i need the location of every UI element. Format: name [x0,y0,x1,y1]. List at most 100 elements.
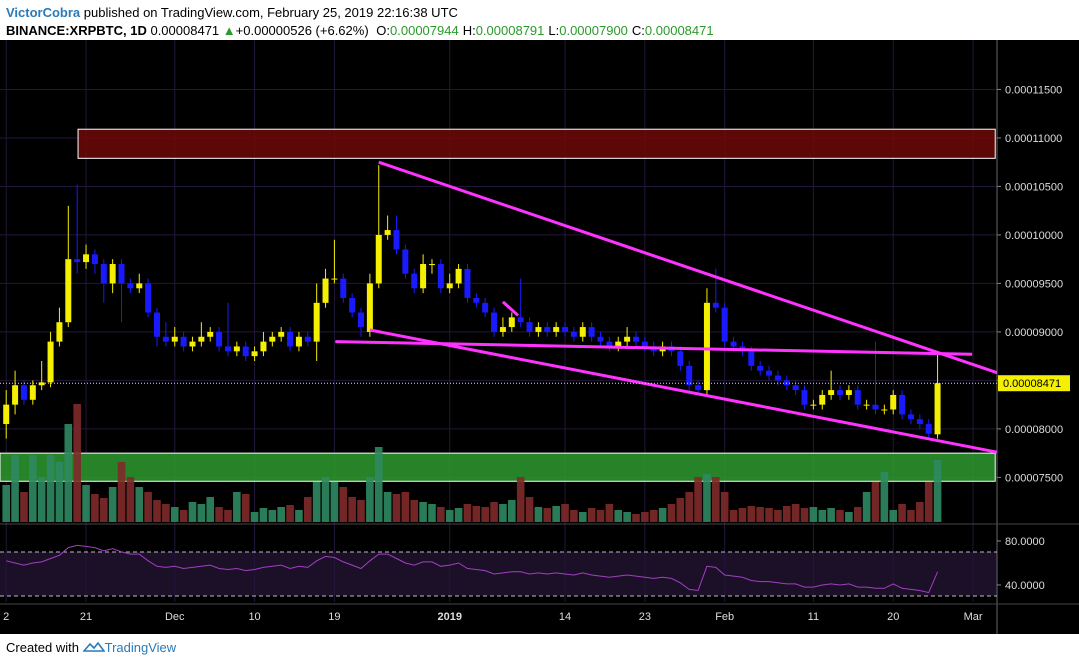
candle-body [881,409,888,411]
candle-body [402,249,409,274]
candle-body [180,336,187,347]
candle-body [251,351,258,357]
symbol: BINANCE:XRPBTC, 1D [6,23,147,38]
candle-body [766,370,773,376]
volume-bar [366,477,374,522]
candle-body [420,264,427,289]
y-tick-label: 0.00010500 [1005,181,1063,193]
volume-bar [774,510,782,522]
ohlc-value: 0.00007900 [559,23,628,38]
footer-prefix: Created with [6,640,79,655]
volume-bar [401,492,410,522]
candle-body [29,385,36,400]
volume-bar [570,510,578,522]
candle-body [74,259,81,263]
candle-body [224,346,231,352]
volume-bar [623,512,631,522]
volume-bar [250,512,259,522]
footer-brand[interactable]: TradingView [104,640,177,655]
volume-bar [330,482,339,522]
candle-body [544,327,551,332]
volume-bar [188,502,197,522]
volume-bar [818,510,827,522]
candle-body [242,346,249,357]
arrow: ▲ [222,23,236,38]
volume-bar [259,508,268,522]
volume-bar [2,485,11,522]
author[interactable]: VictorCobra [6,5,81,20]
change: +0.00000526 (+6.62%) [235,23,369,38]
candle-body [233,346,240,352]
candle-body [38,382,45,386]
volume-bar [428,504,436,522]
volume-bar [578,512,587,522]
candle-body [526,322,533,332]
volume-bar [46,455,55,522]
candle-body [491,312,498,332]
ohlc-label: C: [631,23,645,38]
volume-bar [64,424,73,522]
candle-body [304,336,311,342]
x-tick-label: Mar [964,611,983,623]
volume-bar [862,492,871,522]
last-price-box [998,375,1070,392]
last: 0.00008471 [150,23,220,38]
volume-bar [516,477,525,522]
volume-bar [144,492,152,522]
volume-bar [454,508,463,522]
volume-bar [170,507,179,522]
volume-bar [339,487,348,522]
volume-bar [197,504,206,522]
candle-body [819,394,826,405]
volume-bar [383,492,392,522]
volume-bar [534,507,543,522]
candle-body [703,302,710,391]
candle-body [3,404,10,425]
x-tick-label: 2 [3,611,9,623]
volume-bar [20,492,28,522]
candle-body [730,341,737,347]
volume-bar [392,494,401,522]
logo [81,641,106,652]
volume-bar [667,504,676,522]
volume-bar [614,510,623,522]
volume-bar [410,500,419,522]
volume-bar [747,506,756,522]
candle-body [562,327,569,332]
candle-body [56,322,63,342]
volume-bar [641,512,649,522]
candle-body [295,336,302,347]
candle-body [12,385,19,405]
volume-bar [303,497,312,522]
ohlc: O:0.00007944 H:0.00008791 L:0.00007900 C:0.… [372,23,713,38]
y-tick-label: 0.00008000 [1005,424,1063,436]
y-tick-label: 0.00007500 [1005,472,1063,484]
volume-bar [419,502,427,522]
candle-body [916,419,923,425]
volume-bar [73,404,81,522]
volume-bar [853,507,862,522]
volume-bar [738,508,747,522]
zone [77,128,996,159]
candle-body [872,404,879,410]
volume-bar [720,492,729,522]
candle-body [907,414,914,420]
volume-bar [374,447,383,522]
candle-body [47,341,54,383]
candle-body [899,394,906,415]
x-tick-label: 23 [639,611,651,623]
candle-body [570,331,577,337]
candle-body [20,385,27,400]
candle-body [100,264,107,284]
candle-body [216,331,223,347]
volume-bar [703,474,711,522]
candle-body [588,327,595,337]
candle-body [677,351,684,366]
volume-bar [685,492,694,522]
rsi-line [6,544,939,594]
volume-bar [676,498,685,522]
volume-bar [809,507,818,522]
volume-bar [756,507,764,522]
volume-bar [126,477,135,522]
candle-body [260,341,267,352]
